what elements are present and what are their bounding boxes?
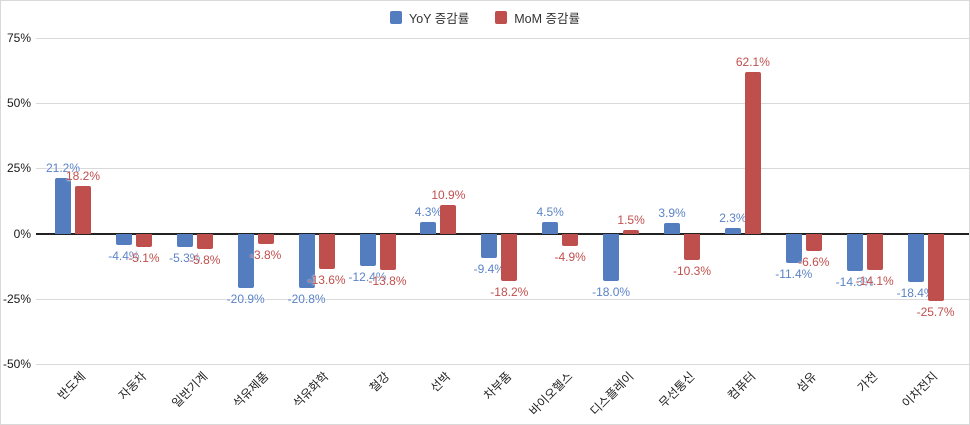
- bar-yoy-반도체[interactable]: [55, 178, 71, 234]
- legend-label: YoY 증감률: [409, 12, 470, 26]
- bar-mom-반도체[interactable]: [75, 186, 91, 234]
- data-label-yoy-차부품: -9.4%: [473, 262, 505, 277]
- bar-mom-컴퓨터[interactable]: [744, 71, 761, 234]
- x-axis-label-석유화학: 석유화학: [290, 369, 332, 411]
- data-label-yoy-철강: -12.4%: [348, 269, 387, 284]
- data-label-yoy-이차전지: -18.4%: [896, 285, 935, 300]
- x-axis-label-디스플레이: 디스플레이: [587, 369, 637, 419]
- x-axis-label-일반기계: 일반기계: [168, 369, 211, 411]
- gridline: [36, 38, 969, 39]
- bar-mom-차부품[interactable]: [501, 233, 518, 282]
- x-axis-label-자동차: 자동차: [115, 369, 150, 403]
- bar-mom-섬유[interactable]: [805, 233, 822, 251]
- data-label-mom-이차전지: -25.7%: [916, 304, 955, 319]
- data-label-yoy-섬유: -11.4%: [775, 267, 813, 282]
- y-axis-tick-label: 25%: [6, 161, 31, 176]
- gridline: [36, 298, 969, 300]
- y-axis-tick-label: -50%: [2, 357, 31, 371]
- bar-yoy-섬유[interactable]: [785, 233, 802, 264]
- data-label-yoy-선박: 4.3%: [414, 205, 443, 220]
- bar-mom-바이오헬스[interactable]: [562, 233, 579, 247]
- data-label-mom-컴퓨터: 62.1%: [735, 54, 770, 69]
- x-axis-label-가전: 가전: [854, 369, 880, 395]
- bar-yoy-가전[interactable]: [846, 233, 863, 271]
- data-label-yoy-가전: -14.3%: [835, 274, 874, 289]
- bar-mom-선박[interactable]: [440, 205, 457, 234]
- data-label-mom-석유화학: -13.6%: [307, 273, 346, 288]
- bar-yoy-석유화학[interactable]: [298, 233, 315, 288]
- legend-item-mom[interactable]: MoM 증감률: [495, 8, 580, 27]
- data-label-mom-디스플레이: 1.5%: [617, 212, 645, 227]
- data-label-yoy-디스플레이: -18.0%: [592, 284, 631, 299]
- bar-yoy-자동차[interactable]: [115, 233, 132, 246]
- bar-yoy-컴퓨터[interactable]: [724, 227, 741, 234]
- bar-yoy-일반기계[interactable]: [176, 233, 193, 248]
- bar-mom-디스플레이[interactable]: [623, 229, 640, 234]
- data-label-yoy-일반기계: -5.3%: [169, 251, 201, 266]
- data-label-mom-가전: -14.1%: [855, 274, 894, 289]
- bar-yoy-디스플레이[interactable]: [603, 233, 620, 281]
- data-label-yoy-바이오헬스: 4.5%: [536, 204, 564, 219]
- x-axis-label-석유제품: 석유제품: [229, 369, 271, 411]
- chart-legend: YoY 증감률 MoM 증감률: [1, 8, 969, 27]
- bar-yoy-석유제품[interactable]: [237, 233, 254, 289]
- data-label-yoy-석유화학: -20.8%: [287, 291, 326, 306]
- y-axis-tick-label: 0%: [13, 226, 31, 241]
- bar-mom-자동차[interactable]: [135, 233, 152, 247]
- bar-mom-석유화학[interactable]: [318, 233, 335, 270]
- data-label-mom-일반기계: -5.8%: [189, 252, 221, 267]
- gridline: [36, 103, 969, 105]
- x-axis-label-반도체: 반도체: [54, 369, 89, 403]
- bar-yoy-바이오헬스[interactable]: [542, 221, 559, 234]
- x-axis-label-철강: 철강: [367, 369, 393, 395]
- bar-mom-가전[interactable]: [866, 233, 883, 271]
- data-label-mom-무선통신: -10.3%: [672, 264, 712, 279]
- data-label-mom-섬유: -6.6%: [798, 254, 830, 269]
- data-label-mom-반도체: 18.2%: [65, 169, 101, 184]
- bar-mom-일반기계[interactable]: [196, 233, 213, 249]
- legend-item-yoy[interactable]: YoY 증감률: [390, 8, 469, 27]
- legend-swatch-icon: [390, 11, 402, 24]
- data-label-mom-선박: 10.9%: [431, 188, 466, 203]
- x-axis-label-섬유: 섬유: [793, 369, 820, 395]
- bar-yoy-차부품[interactable]: [481, 233, 498, 259]
- data-label-yoy-컴퓨터: 2.3%: [719, 210, 747, 225]
- y-axis-tick-label: -25%: [2, 291, 31, 306]
- gridline: [36, 168, 969, 170]
- bar-yoy-무선통신[interactable]: [664, 223, 680, 234]
- bar-mom-무선통신[interactable]: [684, 233, 700, 261]
- x-axis-label-무선통신: 무선통신: [656, 369, 698, 411]
- bar-yoy-철강[interactable]: [359, 233, 376, 266]
- data-label-mom-차부품: -18.2%: [490, 285, 529, 300]
- data-label-mom-자동차: -5.1%: [128, 250, 160, 265]
- x-axis-label-이차전지: 이차전지: [899, 369, 941, 411]
- x-axis-label-차부품: 차부품: [481, 369, 515, 403]
- data-label-yoy-반도체: 21.2%: [45, 161, 81, 176]
- legend-swatch-icon: [495, 11, 508, 24]
- data-label-yoy-자동차: -4.4%: [108, 249, 140, 264]
- gridline: [36, 364, 969, 365]
- x-axis-label-선박: 선박: [428, 369, 454, 395]
- data-label-yoy-무선통신: 3.9%: [658, 206, 686, 221]
- bar-mom-철강[interactable]: [379, 233, 396, 270]
- data-label-yoy-석유제품: -20.9%: [226, 292, 265, 307]
- bar-yoy-선박[interactable]: [420, 222, 437, 234]
- x-axis-label-컴퓨터: 컴퓨터: [724, 369, 759, 403]
- data-label-mom-석유제품: -3.8%: [250, 247, 282, 262]
- legend-label: MoM 증감률: [514, 12, 580, 26]
- data-label-mom-바이오헬스: -4.9%: [554, 250, 586, 265]
- x-axis-label-바이오헬스: 바이오헬스: [526, 369, 576, 419]
- y-axis-tick-label: 50%: [6, 96, 31, 111]
- bar-mom-이차전지[interactable]: [927, 233, 944, 301]
- bar-yoy-이차전지[interactable]: [907, 233, 924, 282]
- bar-mom-석유제품[interactable]: [257, 233, 274, 244]
- data-label-mom-철강: -13.8%: [368, 273, 407, 288]
- y-axis-tick-label: 75%: [6, 31, 31, 45]
